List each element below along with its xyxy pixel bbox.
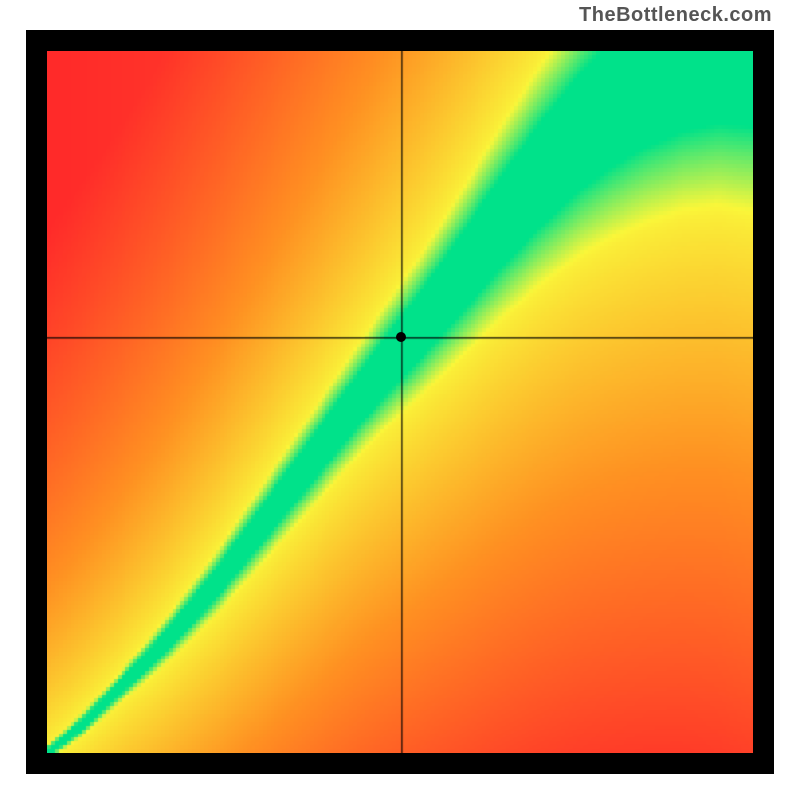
attribution-text: TheBottleneck.com: [579, 4, 772, 27]
selection-marker: [396, 332, 406, 342]
crosshair-overlay: [47, 51, 753, 753]
chart-container: TheBottleneck.com: [0, 0, 800, 800]
